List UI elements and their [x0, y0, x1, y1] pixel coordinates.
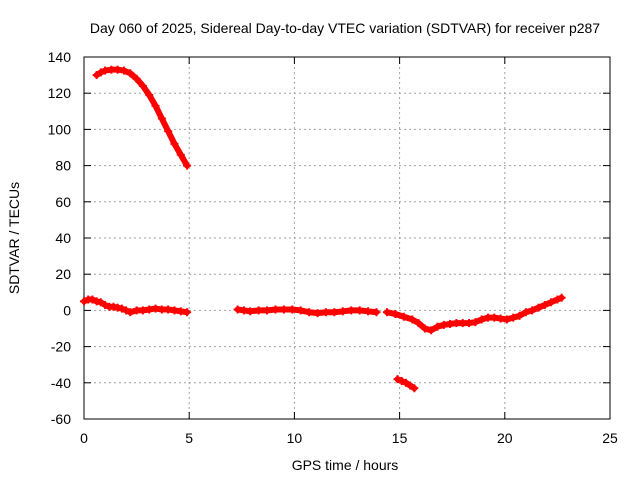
data-point — [509, 313, 518, 322]
data-point — [521, 308, 530, 317]
data-point — [471, 318, 480, 327]
x-tick-label: 0 — [80, 430, 88, 446]
data-point — [393, 375, 402, 384]
data-point — [80, 297, 88, 306]
x-tick-label: 25 — [602, 430, 618, 446]
data-point — [305, 308, 314, 317]
data-point — [515, 311, 524, 320]
data-point — [414, 319, 423, 328]
series-track — [93, 66, 191, 169]
x-tick-label: 10 — [287, 430, 303, 446]
y-tick-label: 60 — [55, 194, 71, 210]
data-point — [401, 378, 410, 387]
data-point — [183, 308, 192, 317]
data-point — [557, 293, 566, 302]
data-point — [101, 300, 110, 309]
data-point — [117, 304, 126, 313]
series-4 — [393, 375, 419, 393]
data-point — [502, 315, 511, 324]
data-point — [271, 305, 280, 314]
series-2 — [233, 305, 381, 318]
series-3 — [382, 293, 566, 335]
y-tick-label: 40 — [55, 230, 71, 246]
data-marks — [80, 65, 566, 393]
data-point — [183, 161, 192, 170]
y-axis-label: SDTVAR / TECUs — [6, 182, 22, 294]
x-tick-label: 20 — [497, 430, 513, 446]
data-point — [382, 308, 391, 317]
data-point — [263, 306, 272, 315]
data-point — [355, 306, 364, 315]
data-point — [372, 308, 381, 317]
series-1 — [80, 295, 192, 317]
data-point — [151, 101, 160, 110]
data-point — [408, 315, 417, 324]
y-tick-label: 140 — [48, 49, 72, 65]
data-point — [330, 308, 339, 317]
data-point — [138, 81, 147, 90]
y-tick-label: 100 — [48, 121, 72, 137]
data-point — [397, 376, 406, 385]
data-point — [399, 312, 408, 321]
y-tick-label: -20 — [51, 339, 71, 355]
y-tick-label: -60 — [51, 411, 71, 427]
data-point — [157, 114, 166, 123]
data-point — [420, 324, 429, 333]
data-point — [406, 381, 415, 390]
data-point — [528, 306, 537, 315]
data-point — [547, 298, 556, 307]
data-point — [246, 307, 255, 316]
data-point — [119, 66, 128, 75]
data-point — [126, 308, 135, 317]
x-tick-label: 15 — [392, 430, 408, 446]
data-point — [410, 384, 419, 393]
axis-ticks — [83, 56, 611, 420]
y-tick-label: 0 — [63, 302, 71, 318]
series-track — [383, 294, 565, 334]
data-point — [126, 69, 135, 78]
data-point — [288, 305, 297, 314]
y-tick-label: 120 — [48, 85, 72, 101]
data-point — [313, 309, 322, 318]
data-point — [170, 139, 179, 148]
x-axis-label: GPS time / hours — [292, 457, 399, 473]
data-point — [427, 326, 436, 335]
chart-title: Day 060 of 2025, Sidereal Day-to-day VTE… — [90, 20, 600, 36]
data-point — [164, 127, 173, 136]
data-point — [279, 305, 288, 314]
data-point — [96, 68, 105, 77]
data-point — [534, 303, 543, 312]
plot-frame — [83, 56, 611, 420]
y-tick-labels: -60 -40 -20 0 20 40 60 80 100 120 140 — [48, 49, 72, 427]
y-tick-label: 20 — [55, 266, 71, 282]
series-0 — [92, 65, 192, 170]
data-point — [477, 315, 486, 324]
data-point — [553, 295, 562, 304]
grid-lines — [84, 57, 610, 419]
data-point — [96, 298, 105, 307]
y-tick-label: -40 — [51, 375, 71, 391]
data-point — [92, 71, 101, 80]
data-point — [433, 322, 442, 331]
x-tick-labels: 0 5 10 15 20 25 — [80, 430, 618, 446]
data-point — [122, 306, 131, 315]
data-point — [364, 307, 373, 316]
data-point — [296, 306, 305, 315]
data-point — [321, 308, 330, 317]
y-tick-label: 80 — [55, 158, 71, 174]
data-point — [132, 74, 141, 83]
data-point — [540, 300, 549, 309]
data-point — [254, 306, 263, 315]
data-point — [347, 306, 356, 315]
x-tick-label: 5 — [185, 430, 193, 446]
data-point — [338, 307, 347, 316]
data-point — [176, 150, 185, 159]
data-point — [88, 295, 97, 304]
data-point — [391, 310, 400, 319]
data-point — [145, 91, 154, 100]
